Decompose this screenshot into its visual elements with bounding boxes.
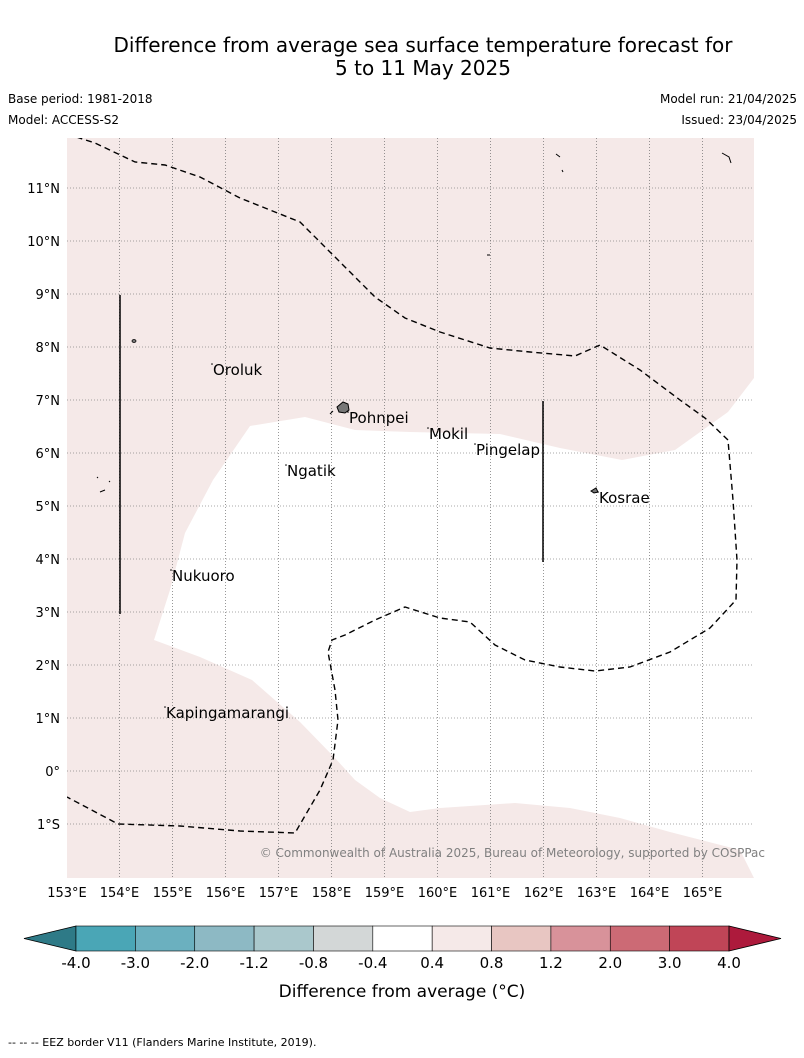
place-label: Pingelap	[476, 441, 540, 459]
longitude-tick-label: 160°E	[418, 886, 458, 901]
colorbar-tick-label: 4.0	[717, 954, 741, 972]
longitude-tick-label: 156°E	[206, 886, 246, 901]
map-title-line-1: Difference from average sea surface temp…	[113, 33, 733, 57]
eez-border-lines	[67, 138, 738, 834]
base-period-text: Base period: 1981-2018	[8, 92, 153, 106]
latitude-tick-labels: 11°N 10°N 9°N 8°N 7°N 6°N 5°N 4°N 3°N 2°N 1°N 0° 1°S	[27, 182, 60, 833]
colorbar-tick-label: -3.0	[121, 954, 150, 972]
colorbar-label: Difference from average (°C)	[279, 982, 526, 1002]
latitude-tick-label: 8°N	[36, 341, 61, 356]
longitude-tick-label: 153°E	[47, 886, 87, 901]
colorbar-segment	[550, 925, 611, 952]
place-marker	[170, 569, 172, 571]
colorbar-segment	[253, 925, 314, 952]
copyright-notice: © Commonwealth of Australia 2025, Bureau…	[260, 846, 765, 860]
place-label: Nukuoro	[172, 567, 235, 585]
colorbar-segment	[609, 925, 670, 952]
colorbar-segment	[135, 925, 196, 952]
model-run-text: Model run: 21/04/2025	[659, 92, 797, 106]
colorbar-tick-label: 0.8	[480, 954, 504, 972]
place-label: Kapingamarangi	[166, 704, 289, 722]
colorbar: -4.0 -3.0 -2.0 -1.2 -0.8 -0.4 0.4 0.8 1.2 2.0 3.0 4…	[23, 925, 782, 972]
neutral-anomaly-region	[154, 378, 754, 878]
longitude-tick-label: 164°E	[630, 886, 670, 901]
longitude-tick-label: 163°E	[577, 886, 617, 901]
longitude-tick-label: 165°E	[683, 886, 723, 901]
colorbar-segment	[372, 925, 433, 952]
longitude-tick-label: 155°E	[153, 886, 193, 901]
colorbar-under-arrow	[23, 925, 77, 952]
place-marker	[164, 706, 166, 708]
latitude-tick-label: 9°N	[36, 288, 61, 303]
longitude-tick-label: 157°E	[259, 886, 299, 901]
model-text: Model: ACCESS-S2	[8, 113, 120, 127]
eez-border-north	[67, 138, 738, 834]
longitude-tick-labels: 153°E 154°E 155°E 156°E 157°E 158°E 159°E 160°E…	[47, 886, 722, 901]
place-marker	[427, 427, 429, 429]
map-title-line-2: 5 to 11 May 2025	[335, 56, 511, 80]
graticule	[67, 138, 754, 878]
latitude-tick-label: 6°N	[36, 447, 61, 462]
colorbar-segment	[431, 925, 492, 952]
latitude-tick-label: 0°	[45, 765, 60, 780]
place-label: Mokil	[429, 425, 468, 443]
place-label: Pohnpei	[349, 409, 409, 427]
place-marker	[285, 464, 287, 466]
issued-text: Issued: 23/04/2025	[681, 113, 797, 127]
pohnpei-island-shape	[336, 401, 350, 414]
atoll-shape	[131, 339, 137, 343]
colorbar-tick-label: 3.0	[658, 954, 682, 972]
colorbar-tick-label: -1.2	[239, 954, 268, 972]
latitude-tick-label: 1°S	[37, 818, 60, 833]
colorbar-tick-label: -2.0	[180, 954, 209, 972]
zone-divider-lines	[119, 295, 544, 614]
place-label: Kosrae	[599, 489, 650, 507]
colorbar-tick-label: 0.4	[420, 954, 444, 972]
place-marker	[474, 443, 476, 445]
colorbar-segment	[491, 925, 552, 952]
colorbar-tick-label: -0.8	[299, 954, 328, 972]
latitude-tick-label: 1°N	[36, 712, 61, 727]
place-marker	[211, 363, 213, 365]
colorbar-tick-label: 1.2	[539, 954, 563, 972]
minor-reef-marks	[96, 254, 490, 493]
longitude-tick-label: 158°E	[312, 886, 352, 901]
colorbar-segment	[669, 925, 730, 952]
latitude-tick-label: 3°N	[36, 606, 61, 621]
latitude-tick-label: 5°N	[36, 500, 61, 515]
northern-reef-marks	[555, 152, 732, 173]
colorbar-tick-label: -4.0	[61, 954, 90, 972]
island-outlines	[96, 152, 732, 494]
place-label: Oroluk	[213, 361, 262, 379]
latitude-tick-label: 7°N	[36, 394, 61, 409]
colorbar-segment	[313, 925, 374, 952]
latitude-tick-label: 4°N	[36, 553, 61, 568]
latitude-tick-label: 10°N	[27, 235, 60, 250]
place-labels: Oroluk Pohnpei Mokil Pingelap Ngatik Kosrae Nu…	[164, 361, 650, 722]
colorbar-over-arrow	[728, 925, 782, 952]
colorbar-tick-label: 2.0	[598, 954, 622, 972]
colorbar-tick-label: -0.4	[358, 954, 387, 972]
colorbar-segment	[194, 925, 255, 952]
latitude-tick-label: 2°N	[36, 659, 61, 674]
longitude-tick-label: 154°E	[100, 886, 140, 901]
place-marker	[347, 411, 349, 413]
eez-border-source-note: -- -- -- EEZ border V11 (Flanders Marine…	[8, 1036, 317, 1049]
colorbar-segment	[75, 925, 136, 952]
longitude-tick-label: 161°E	[471, 886, 511, 901]
longitude-tick-label: 162°E	[524, 886, 564, 901]
longitude-tick-label: 159°E	[365, 886, 405, 901]
place-marker	[597, 491, 599, 493]
place-label: Ngatik	[287, 462, 336, 480]
latitude-tick-label: 11°N	[27, 182, 60, 197]
